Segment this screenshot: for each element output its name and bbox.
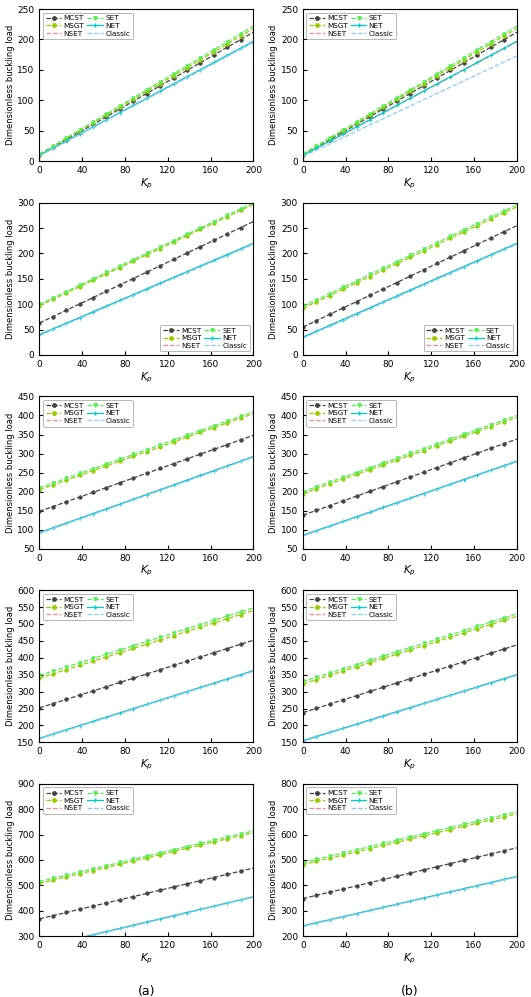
Text: (a): (a): [138, 985, 155, 997]
Y-axis label: Dimensionless buckling load: Dimensionless buckling load: [5, 25, 14, 146]
Legend: MCST, MSGT, NSET, SET, NET, Classic: MCST, MSGT, NSET, SET, NET, Classic: [306, 788, 396, 814]
X-axis label: $K_p$: $K_p$: [404, 564, 416, 578]
Legend: MCST, MSGT, NSET, SET, NET, Classic: MCST, MSGT, NSET, SET, NET, Classic: [424, 325, 513, 351]
Y-axis label: Dimensionless buckling load: Dimensionless buckling load: [5, 800, 14, 920]
Legend: MCST, MSGT, NSET, SET, NET, Classic: MCST, MSGT, NSET, SET, NET, Classic: [43, 788, 133, 814]
X-axis label: $K_p$: $K_p$: [404, 370, 416, 385]
Legend: MCST, MSGT, NSET, SET, NET, Classic: MCST, MSGT, NSET, SET, NET, Classic: [306, 400, 396, 427]
Text: (b): (b): [401, 985, 418, 997]
Y-axis label: Dimensionless buckling load: Dimensionless buckling load: [269, 800, 278, 920]
Legend: MCST, MSGT, NSET, SET, NET, Classic: MCST, MSGT, NSET, SET, NET, Classic: [306, 13, 396, 39]
Legend: MCST, MSGT, NSET, SET, NET, Classic: MCST, MSGT, NSET, SET, NET, Classic: [306, 594, 396, 620]
Y-axis label: Dimensionless buckling load: Dimensionless buckling load: [269, 413, 278, 532]
X-axis label: $K_p$: $K_p$: [404, 758, 416, 772]
Y-axis label: Dimensionless buckling load: Dimensionless buckling load: [5, 606, 14, 727]
X-axis label: $K_p$: $K_p$: [404, 176, 416, 191]
X-axis label: $K_p$: $K_p$: [140, 951, 153, 966]
Y-axis label: Dimensionless buckling load: Dimensionless buckling load: [269, 218, 278, 339]
X-axis label: $K_p$: $K_p$: [404, 951, 416, 966]
Legend: MCST, MSGT, NSET, SET, NET, Classic: MCST, MSGT, NSET, SET, NET, Classic: [160, 325, 250, 351]
Y-axis label: Dimensionless buckling load: Dimensionless buckling load: [5, 218, 14, 339]
Y-axis label: Dimensionless buckling load: Dimensionless buckling load: [5, 413, 14, 532]
Legend: MCST, MSGT, NSET, SET, NET, Classic: MCST, MSGT, NSET, SET, NET, Classic: [43, 400, 133, 427]
Y-axis label: Dimensionless buckling load: Dimensionless buckling load: [269, 25, 278, 146]
X-axis label: $K_p$: $K_p$: [140, 370, 153, 385]
Legend: MCST, MSGT, NSET, SET, NET, Classic: MCST, MSGT, NSET, SET, NET, Classic: [43, 13, 133, 39]
X-axis label: $K_p$: $K_p$: [140, 564, 153, 578]
X-axis label: $K_p$: $K_p$: [140, 758, 153, 772]
Y-axis label: Dimensionless buckling load: Dimensionless buckling load: [269, 606, 278, 727]
Legend: MCST, MSGT, NSET, SET, NET, Classic: MCST, MSGT, NSET, SET, NET, Classic: [43, 594, 133, 620]
X-axis label: $K_p$: $K_p$: [140, 176, 153, 191]
